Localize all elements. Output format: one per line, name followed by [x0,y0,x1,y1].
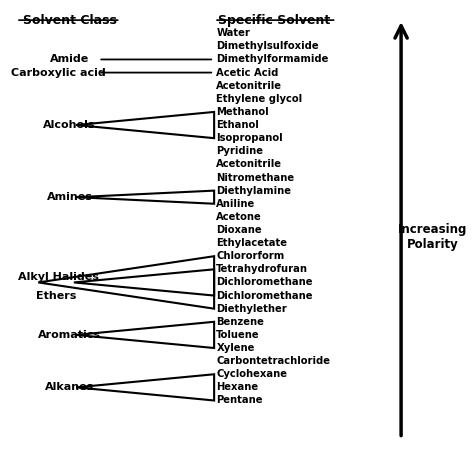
Text: Cyclohexane: Cyclohexane [216,369,287,379]
Text: Aromatics: Aromatics [38,330,101,340]
Text: Chlororform: Chlororform [216,251,284,261]
Text: Diethylamine: Diethylamine [216,186,292,196]
Text: Specific Solvent: Specific Solvent [218,15,330,27]
Text: Alcohols: Alcohols [43,120,96,130]
Text: Nitromethane: Nitromethane [216,173,294,182]
Text: Ethylene glycol: Ethylene glycol [216,94,302,104]
Text: Carboxylic acid: Carboxylic acid [11,68,106,78]
Text: Water: Water [216,28,250,38]
Text: Xylene: Xylene [216,343,255,353]
Text: Diethylether: Diethylether [216,304,287,314]
Text: Aniline: Aniline [216,199,255,209]
Text: Acetonitrile: Acetonitrile [216,81,283,91]
Text: Isopropanol: Isopropanol [216,133,283,143]
Text: Ethers: Ethers [36,291,76,301]
Text: Dichloromethane: Dichloromethane [216,277,313,287]
Text: Acetone: Acetone [216,212,262,222]
Text: Benzene: Benzene [216,317,264,327]
Text: Pyridine: Pyridine [216,146,264,156]
Text: Dimethylformamide: Dimethylformamide [216,55,329,64]
Text: Alkanes: Alkanes [45,383,94,392]
Text: Dioxane: Dioxane [216,225,262,235]
Text: Carbontetrachloride: Carbontetrachloride [216,356,330,366]
Text: Solvent Class: Solvent Class [22,15,117,27]
Text: Ethylacetate: Ethylacetate [216,238,287,248]
Text: Ethanol: Ethanol [216,120,259,130]
Text: Toluene: Toluene [216,330,260,340]
Text: Hexane: Hexane [216,383,258,392]
Text: Amines: Amines [46,192,92,202]
Text: Acetonitrile: Acetonitrile [216,159,283,169]
Text: Dichloromethane: Dichloromethane [216,291,313,301]
Text: Pentane: Pentane [216,395,263,405]
Text: Acetic Acid: Acetic Acid [216,68,279,78]
Text: Amide: Amide [50,55,89,64]
Text: Tetrahydrofuran: Tetrahydrofuran [216,264,309,274]
Text: Methanol: Methanol [216,107,269,117]
Text: Dimethylsulfoxide: Dimethylsulfoxide [216,41,319,51]
Text: Increasing
Polarity: Increasing Polarity [398,223,467,251]
Text: Alkyl Halides: Alkyl Halides [18,272,99,282]
